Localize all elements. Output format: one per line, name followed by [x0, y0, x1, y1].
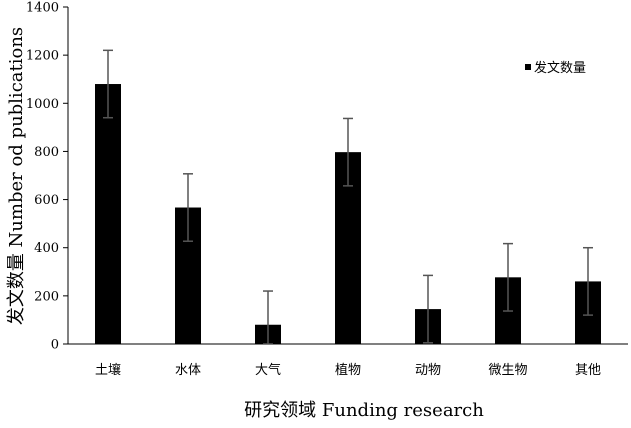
- bar: [95, 84, 121, 345]
- x-tick-label: 植物: [335, 363, 361, 378]
- y-tick-label: 600: [34, 193, 59, 208]
- x-tick-label: 水体: [175, 363, 201, 378]
- x-tick-label: 其他: [575, 363, 601, 378]
- y-tick-label: 400: [34, 241, 59, 256]
- legend-swatch: [525, 64, 531, 70]
- plot-area: 0 200 400 600 800 1000 1200 1400 土壤 水体 大气 植物 动物 微生物 其他: [26, 1, 628, 378]
- y-tick-label: 800: [34, 145, 59, 160]
- x-tick-label: 大气: [255, 362, 281, 378]
- y-tick-label: 1200: [26, 49, 59, 64]
- y-tick-label: 1000: [26, 97, 59, 112]
- x-tick-label: 微生物: [488, 363, 527, 378]
- y-tick-label: 0: [51, 338, 59, 353]
- x-tick-label: 土壤: [95, 362, 121, 378]
- y-axis-title: 发文数量 Number od publications: [6, 27, 27, 325]
- legend-label: 发文数量: [534, 60, 586, 76]
- legend: 发文数量: [525, 60, 586, 76]
- x-tick-label: 动物: [415, 363, 441, 378]
- y-tick-label: 1400: [26, 1, 59, 16]
- x-axis-title: 研究领域 Funding research: [244, 400, 484, 421]
- y-tick-label: 200: [34, 289, 59, 304]
